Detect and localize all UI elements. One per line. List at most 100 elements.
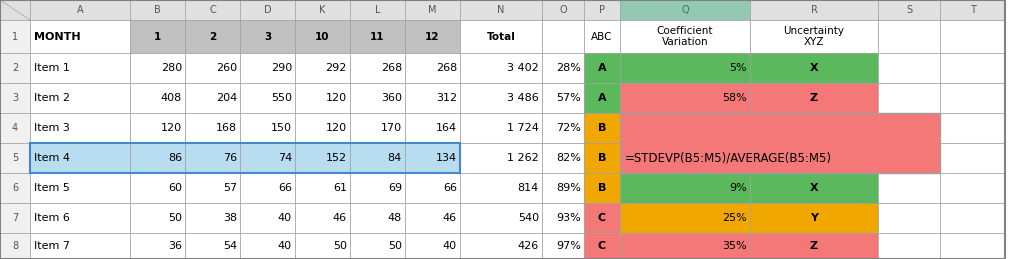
Bar bbox=[185, 53, 240, 83]
Text: X: X bbox=[810, 183, 818, 193]
Text: MONTH: MONTH bbox=[34, 32, 81, 41]
Text: 72%: 72% bbox=[556, 123, 581, 133]
Text: 58%: 58% bbox=[722, 93, 746, 103]
Text: 84: 84 bbox=[388, 153, 402, 163]
Bar bbox=[0, 143, 30, 173]
Bar bbox=[940, 173, 1005, 203]
Text: 40: 40 bbox=[278, 241, 292, 251]
Bar bbox=[185, 203, 240, 233]
Bar bbox=[185, 173, 240, 203]
Bar bbox=[750, 203, 878, 233]
Bar bbox=[584, 83, 620, 113]
Text: 3: 3 bbox=[264, 32, 271, 41]
Bar bbox=[185, 0, 240, 20]
Bar bbox=[350, 143, 406, 173]
Bar bbox=[542, 20, 584, 53]
Text: 36: 36 bbox=[168, 241, 182, 251]
Text: M: M bbox=[428, 5, 437, 15]
Bar bbox=[240, 83, 295, 113]
Text: 50: 50 bbox=[333, 241, 347, 251]
Bar bbox=[0, 0, 30, 20]
Bar bbox=[584, 0, 620, 20]
Text: Item 4: Item 4 bbox=[34, 153, 70, 163]
Text: 152: 152 bbox=[326, 153, 347, 163]
Bar bbox=[750, 20, 878, 53]
Text: 164: 164 bbox=[436, 123, 457, 133]
Text: 40: 40 bbox=[442, 241, 457, 251]
Text: N: N bbox=[498, 5, 505, 15]
Bar bbox=[130, 20, 185, 53]
Bar bbox=[0, 20, 30, 53]
Text: P: P bbox=[599, 5, 605, 15]
Bar bbox=[542, 83, 584, 113]
Text: 9%: 9% bbox=[729, 183, 746, 193]
Bar bbox=[30, 113, 130, 143]
Bar bbox=[350, 83, 406, 113]
Text: 11: 11 bbox=[371, 32, 385, 41]
Text: 290: 290 bbox=[270, 63, 292, 73]
Bar bbox=[542, 233, 584, 259]
Text: 814: 814 bbox=[518, 183, 539, 193]
Bar bbox=[620, 233, 750, 259]
Bar bbox=[940, 143, 1005, 173]
Bar bbox=[940, 20, 1005, 53]
Text: 25%: 25% bbox=[722, 213, 746, 223]
Bar bbox=[30, 233, 130, 259]
Text: X: X bbox=[810, 63, 818, 73]
Text: 1: 1 bbox=[154, 32, 161, 41]
Bar bbox=[406, 0, 460, 20]
Text: 93%: 93% bbox=[556, 213, 581, 223]
Text: 57: 57 bbox=[223, 183, 237, 193]
Text: 5: 5 bbox=[12, 153, 18, 163]
Text: 2: 2 bbox=[209, 32, 216, 41]
Bar bbox=[878, 83, 940, 113]
Text: 268: 268 bbox=[436, 63, 457, 73]
Text: 8: 8 bbox=[12, 241, 18, 251]
Text: 76: 76 bbox=[223, 153, 237, 163]
Bar bbox=[460, 173, 542, 203]
Text: 82%: 82% bbox=[556, 153, 581, 163]
Bar bbox=[878, 20, 940, 53]
Bar bbox=[878, 143, 940, 173]
Bar bbox=[406, 233, 460, 259]
Text: 204: 204 bbox=[216, 93, 237, 103]
Bar bbox=[620, 113, 940, 173]
Bar bbox=[460, 113, 542, 143]
Text: Z: Z bbox=[810, 241, 818, 251]
Bar bbox=[350, 203, 406, 233]
Bar bbox=[406, 20, 460, 53]
Text: S: S bbox=[906, 5, 912, 15]
Bar bbox=[240, 20, 295, 53]
Bar bbox=[620, 53, 750, 83]
Bar bbox=[542, 53, 584, 83]
Bar bbox=[584, 53, 620, 83]
Bar bbox=[30, 143, 130, 173]
Bar bbox=[0, 203, 30, 233]
Bar bbox=[460, 0, 542, 20]
Bar bbox=[240, 0, 295, 20]
Text: 5%: 5% bbox=[729, 63, 746, 73]
Text: Z: Z bbox=[810, 93, 818, 103]
Bar bbox=[750, 113, 878, 143]
Bar bbox=[130, 0, 185, 20]
Text: 426: 426 bbox=[518, 241, 539, 251]
Text: Item 6: Item 6 bbox=[34, 213, 70, 223]
Bar bbox=[0, 233, 30, 259]
Bar bbox=[584, 203, 620, 233]
Bar bbox=[584, 173, 620, 203]
Bar bbox=[940, 53, 1005, 83]
Text: 38: 38 bbox=[223, 213, 237, 223]
Bar bbox=[350, 233, 406, 259]
Text: 312: 312 bbox=[436, 93, 457, 103]
Bar bbox=[240, 113, 295, 143]
Text: 280: 280 bbox=[161, 63, 182, 73]
Text: 3 402: 3 402 bbox=[507, 63, 539, 73]
Bar bbox=[406, 83, 460, 113]
Text: T: T bbox=[970, 5, 976, 15]
Text: 292: 292 bbox=[326, 63, 347, 73]
Text: B: B bbox=[598, 153, 606, 163]
Bar bbox=[295, 233, 350, 259]
Bar bbox=[878, 173, 940, 203]
Bar bbox=[878, 233, 940, 259]
Bar bbox=[350, 0, 406, 20]
